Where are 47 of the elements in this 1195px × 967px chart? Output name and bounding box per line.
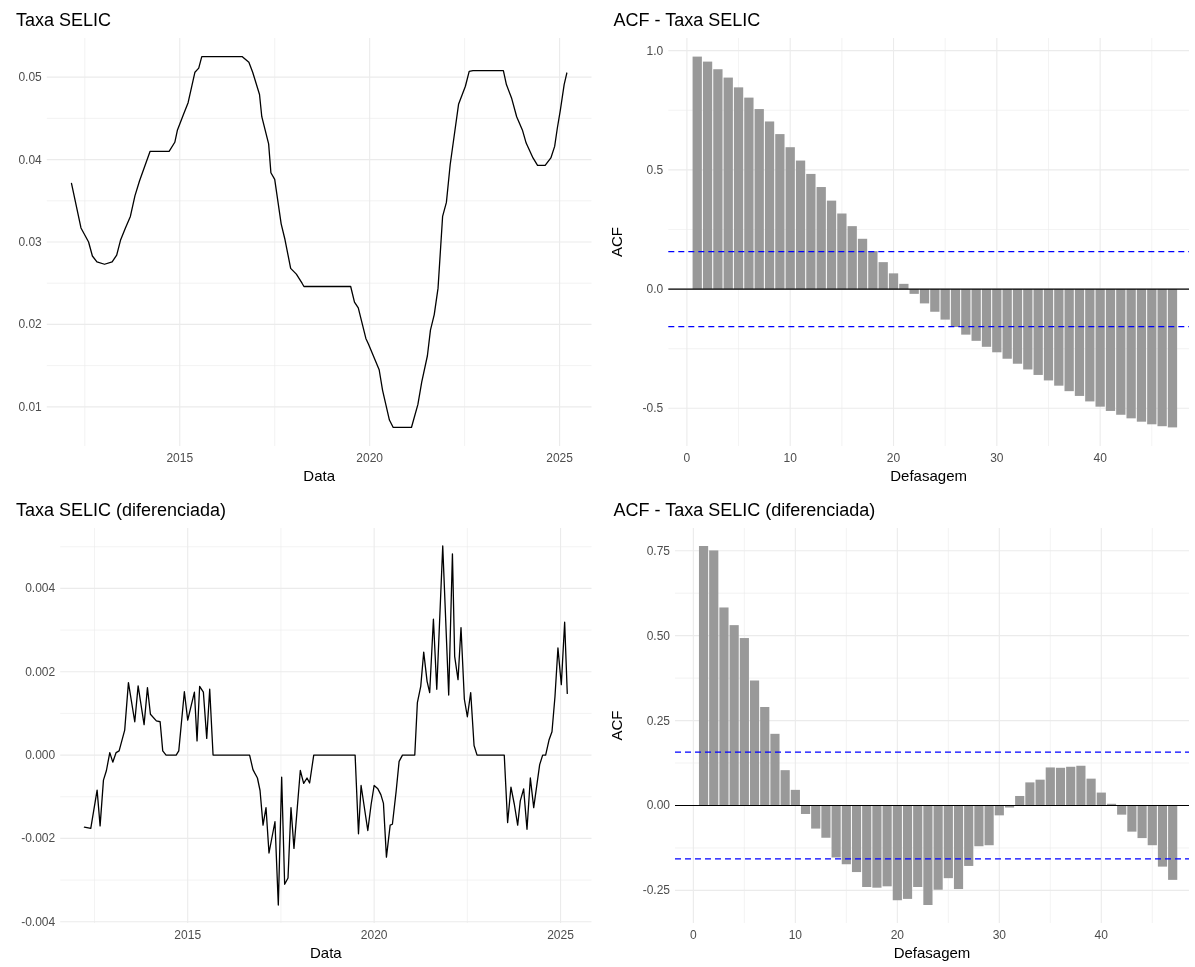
- y-tick-label: -0.25: [642, 883, 671, 898]
- x-tick-label: 30: [992, 928, 1007, 942]
- y-tick-label: -0.002: [21, 831, 56, 846]
- line-series: [83, 545, 568, 906]
- y-tick-label: 1.0: [646, 43, 664, 58]
- y-tick-label: 0.50: [646, 628, 671, 643]
- y-tick-label: 0.75: [646, 543, 671, 558]
- x-axis-title: Data: [310, 944, 343, 961]
- x-tick-label: 0: [690, 928, 698, 942]
- y-axis-title: ACF: [607, 710, 625, 741]
- x-tick-label: 20: [890, 928, 905, 942]
- y-tick-label: 0.000: [25, 748, 56, 763]
- x-tick-label: 10: [788, 928, 803, 942]
- chart-title: ACF - Taxa SELIC: [613, 10, 761, 30]
- x-tick-label: 2020: [356, 451, 384, 465]
- y-tick-label: 0.002: [25, 664, 56, 679]
- y-tick-label: -0.004: [21, 914, 56, 929]
- chart-title: Taxa SELIC: [16, 10, 112, 30]
- x-tick-label: 40: [1093, 451, 1108, 465]
- y-tick-label: 0.5: [646, 162, 664, 177]
- x-tick-label: 20: [886, 451, 901, 465]
- chart-title: Taxa SELIC (diferenciada): [16, 500, 227, 520]
- x-axis-title: Data: [303, 467, 336, 484]
- x-tick-label: 40: [1094, 928, 1109, 942]
- x-tick-label: 2015: [174, 928, 202, 942]
- y-tick-label: -0.5: [642, 401, 664, 416]
- y-tick-label: 0.05: [18, 70, 43, 85]
- chart-title: ACF - Taxa SELIC (diferenciada): [613, 500, 876, 520]
- y-tick-label: 0.00: [646, 798, 671, 813]
- x-tick-label: 10: [783, 451, 798, 465]
- line-series: [70, 55, 568, 429]
- y-axis-title: ACF: [607, 227, 625, 257]
- x-tick-label: 2025: [547, 928, 575, 942]
- y-tick-label: 0.01: [18, 399, 43, 414]
- x-axis-title: Defasagem: [890, 467, 968, 484]
- x-axis-title: Defasagem: [893, 944, 971, 961]
- y-tick-label: 0.004: [25, 581, 56, 596]
- y-tick-label: 0.04: [18, 152, 43, 167]
- x-tick-label: 2015: [166, 451, 194, 465]
- y-tick-label: 0.0: [646, 282, 664, 297]
- x-tick-label: 0: [683, 451, 691, 465]
- x-tick-label: 2020: [360, 928, 388, 942]
- y-tick-label: 0.25: [646, 713, 671, 728]
- x-tick-label: 2025: [546, 451, 574, 465]
- x-tick-label: 30: [990, 451, 1004, 465]
- y-tick-label: 0.03: [18, 235, 43, 249]
- y-tick-label: 0.02: [18, 317, 43, 332]
